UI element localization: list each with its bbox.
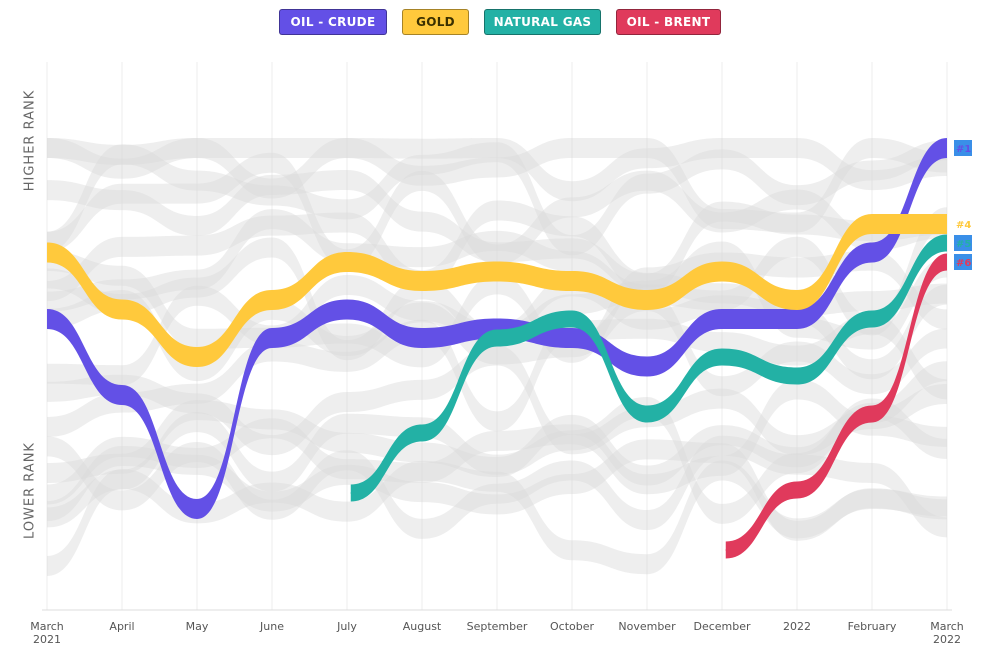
background-series-ribbon: [47, 207, 947, 336]
legend: OIL - CRUDE GOLD NATURAL GAS OIL - BRENT: [0, 9, 1000, 35]
y-label-higher-rank: HIGHER RANK: [22, 89, 38, 192]
x-tick-label: March: [30, 620, 64, 633]
background-series-ribbon: [47, 439, 947, 541]
series-ribbon-oil-brent: [725, 253, 947, 559]
x-tick-label: 2021: [33, 633, 61, 646]
background-series-ribbon: [47, 379, 947, 505]
x-tick-label: February: [848, 620, 897, 633]
background-series-ribbon: [47, 460, 947, 576]
legend-natural-gas[interactable]: NATURAL GAS: [484, 9, 601, 35]
background-series-ribbon: [47, 361, 947, 486]
background-series-ribbon: [47, 435, 947, 539]
x-tick-label: August: [403, 620, 442, 633]
x-tick-label: July: [336, 620, 357, 633]
series-ribbon-oil-crude: [47, 138, 947, 519]
x-tick-label: June: [259, 620, 284, 633]
rank-tag-bg: [954, 254, 972, 270]
background-series-ribbon: [47, 140, 947, 256]
x-tick-label: 2022: [783, 620, 811, 633]
rank-tag: #5: [956, 239, 971, 250]
x-tick-label: October: [550, 620, 594, 633]
rank-tag: #6: [956, 258, 971, 269]
legend-oil-brent[interactable]: OIL - BRENT: [616, 9, 721, 35]
background-series-ribbon: [47, 200, 947, 316]
y-label-lower-rank: LOWER RANK: [22, 442, 38, 539]
background-series-ribbon: [47, 138, 947, 233]
x-tick-label: April: [109, 620, 134, 633]
background-series-ribbon: [47, 152, 947, 270]
legend-gold[interactable]: GOLD: [402, 9, 469, 35]
rank-tag: #1: [956, 144, 971, 155]
x-tick-label: 2022: [933, 633, 961, 646]
x-tick-label: September: [467, 620, 528, 633]
legend-oil-crude[interactable]: OIL - CRUDE: [279, 9, 387, 35]
x-tick-label: May: [186, 620, 209, 633]
background-series-ribbon: [47, 138, 947, 202]
end-rank-labels: #1 #4 #5 #6: [954, 140, 972, 270]
rank-tag-bg: [954, 140, 972, 156]
highlighted-series: [47, 138, 947, 559]
background-series-ribbon: [47, 396, 947, 528]
series-ribbon-natural-gas: [350, 234, 947, 502]
rank-tag: #4: [956, 220, 971, 231]
x-tick-label: November: [618, 620, 676, 633]
x-tick-label: December: [693, 620, 751, 633]
background-series-ribbon: [47, 290, 947, 397]
rank-tag-bg: [954, 235, 972, 251]
series-ribbon-gold: [47, 214, 947, 367]
x-tick-label: March: [930, 620, 964, 633]
